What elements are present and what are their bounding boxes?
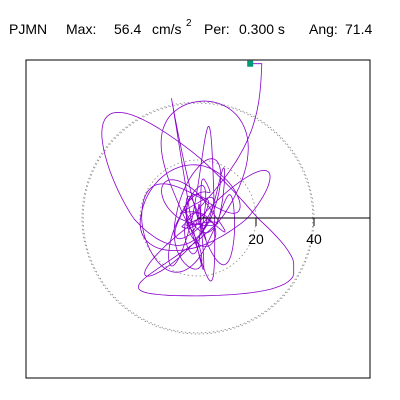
per-value: 0.300 s [239,21,285,37]
max-value: 56.4 [114,21,141,37]
motion-trace [101,63,295,297]
max-label: Max: [66,21,96,37]
station-code: PJMN [9,21,47,37]
ang-label: Ang: [309,21,338,37]
peak-marker [247,60,254,67]
max-unit: cm/s [152,21,182,37]
max-unit-exponent: 2 [186,18,192,29]
plot-area: 20 40 [81,60,370,335]
x-tick-label-40: 40 [306,231,322,247]
x-tick-label-20: 20 [248,231,264,247]
ang-value: 71.4 [345,21,372,37]
per-label: Per: [204,21,230,37]
